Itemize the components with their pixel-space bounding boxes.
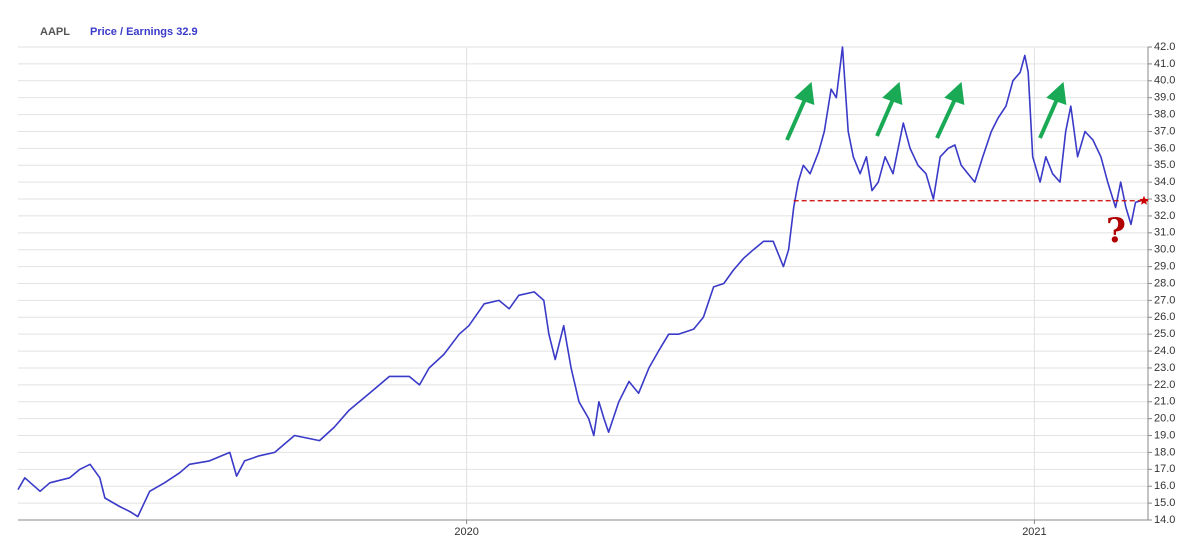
y-tick-label: 14.0: [1154, 514, 1175, 526]
y-tick-label: 36.0: [1154, 142, 1175, 154]
legend-entry: Price / Earnings 32.9: [90, 26, 198, 38]
plot: 14.0 15.0 16.0 17.0 18.0 19.0 20.0 21.0 22.0 23.0…: [17, 41, 1175, 538]
y-tick-label: 19.0: [1154, 429, 1175, 441]
y-tick-label: 20.0: [1154, 413, 1175, 425]
y-tick-label: 27.0: [1154, 294, 1175, 306]
annotation: ?: [1106, 211, 1126, 251]
y-tick-label: 31.0: [1154, 227, 1175, 239]
y-tick-label: 17.0: [1154, 463, 1175, 475]
y-tick-label: 24.0: [1154, 345, 1175, 357]
y-tick-label: 26.0: [1154, 311, 1175, 323]
y-tick-label: 40.0: [1154, 75, 1175, 87]
y-tick-label: 33.0: [1154, 193, 1175, 205]
y-tick-label: 23.0: [1154, 362, 1175, 374]
y-tick-label: 35.0: [1154, 159, 1175, 171]
ticker: AAPL: [40, 26, 70, 38]
y-tick-label: 28.0: [1154, 277, 1175, 289]
y-tick-label: 32.0: [1154, 210, 1175, 222]
series-line: [17, 46, 1141, 518]
y-tick-label: 29.0: [1154, 261, 1175, 273]
y-tick-label: 22.0: [1154, 379, 1175, 391]
y-tick-label: 39.0: [1154, 92, 1175, 104]
y-tick-label: 38.0: [1154, 108, 1175, 120]
y-tick-label: 15.0: [1154, 497, 1175, 509]
y-tick-label: 25.0: [1154, 328, 1175, 340]
y-tick-label: 41.0: [1154, 58, 1175, 70]
y-tick-label: 34.0: [1154, 176, 1175, 188]
x-tick-label: 2021: [1022, 526, 1046, 538]
y-tick-label: 21.0: [1154, 396, 1175, 408]
y-tick-label: 42.0: [1154, 41, 1175, 53]
y-tick-label: 30.0: [1154, 244, 1175, 256]
reference-marker: [1139, 195, 1149, 205]
x-tick-label: 2020: [454, 526, 478, 538]
y-tick-label: 37.0: [1154, 125, 1175, 137]
y-tick-label: 16.0: [1154, 480, 1175, 492]
y-tick-label: 18.0: [1154, 446, 1175, 458]
arrows: [785, 81, 1067, 141]
